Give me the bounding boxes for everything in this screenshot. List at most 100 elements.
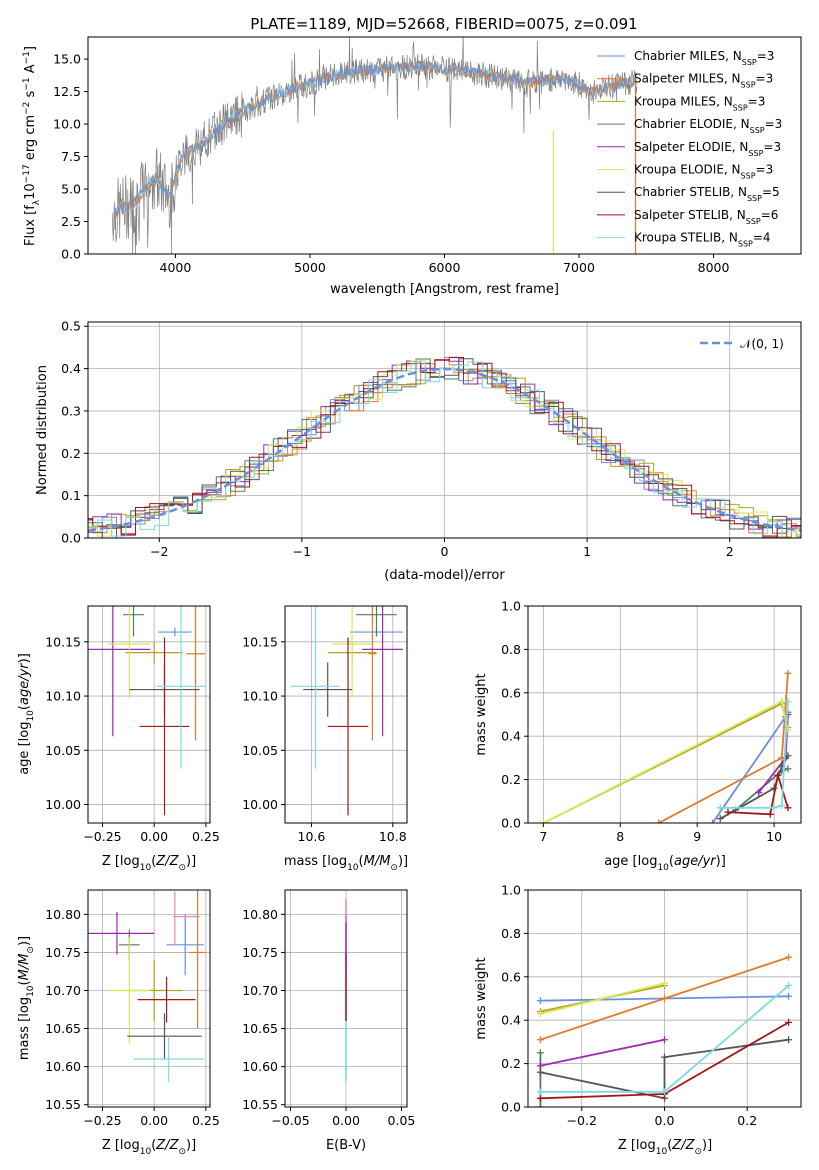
weight-z-marker (661, 1088, 668, 1096)
weight-z-marker (536, 997, 544, 1005)
weight-z-x-tick: 0.0 (655, 1113, 675, 1128)
weight-age-marker (784, 697, 792, 705)
spectrum-plot-area (111, 37, 638, 254)
weight-age-y-tick: 0.2 (501, 772, 521, 787)
plot-area (291, 606, 403, 816)
weight-z-marker (785, 992, 793, 1000)
spectrum-x-tick: 8000 (698, 260, 730, 275)
weight-age-y-tick: 0.6 (501, 685, 521, 700)
weight-age-marker (716, 815, 724, 823)
legend-label: Chabrier STELIB, NSSP=5 (634, 185, 780, 203)
weight-z-marker (785, 1036, 793, 1044)
normal-reference-curve (88, 367, 801, 532)
mass-z-y-tick: 10.55 (45, 1097, 81, 1112)
residuals-panel: −2 −1 0 1 2 0.0 0.1 0.2 0.3 0.4 0.5 𝒩(0, 1) (data-mo… (35, 319, 802, 583)
weight-z-marker (661, 979, 668, 987)
mass-z-y-label: mass [log10(M/M⊙)] (17, 936, 36, 1060)
residuals-y-tick: 0.5 (61, 319, 81, 334)
weight-z-series-line (540, 982, 665, 1015)
histogram-chabrier-stelib (88, 358, 801, 538)
residuals-y-tick: 0.0 (61, 531, 81, 546)
legend-label: Chabrier ELODIE, NSSP=3 (634, 117, 782, 135)
weight-age-x-tick: 7 (539, 829, 547, 844)
age-z-x-label: Z [log10(Z/Z⊙)] (102, 854, 196, 873)
residuals-y-tick: 0.2 (61, 446, 81, 461)
weight-age-marker (784, 765, 792, 773)
axes-frame (87, 889, 211, 1108)
age-vs-mass-panel: 10.6 10.8 10.00 10.05 10.10 10.15 mass [log10(… (242, 605, 408, 873)
weight-age-marker (724, 808, 732, 816)
axes-frame (284, 605, 408, 824)
mass-z-y-tick: 10.70 (45, 983, 81, 998)
weight-z-y-tick: 0.8 (501, 926, 521, 941)
weight-age-marker (778, 802, 786, 810)
weight-z-x-tick: −0.2 (567, 1113, 597, 1128)
weight-z-marker (536, 1036, 544, 1044)
legend-label: Kroupa MILES, NSSP=3 (634, 94, 765, 112)
axes-frame (527, 889, 802, 1108)
weight-age-marker (766, 810, 774, 818)
residuals-x-tick: 0 (441, 544, 449, 559)
weight-age-y-tick: 1.0 (501, 599, 521, 614)
age-z-x-tick: −0.25 (83, 829, 121, 844)
mass-z-x-label: Z [log10(Z/Z⊙)] (102, 1138, 196, 1157)
spectrum-y-label: Flux [fλ10−17 erg cm−2 s−1 A−1] (22, 46, 42, 246)
residuals-x-tick: −1 (293, 544, 311, 559)
age-z-y-tick: 10.15 (45, 634, 81, 649)
age-mass-x-tick: 10.6 (298, 829, 326, 844)
weight-age-marker (755, 789, 763, 797)
age-z-y-tick: 10.10 (45, 689, 81, 704)
spectrum-x-tick: 7000 (563, 260, 595, 275)
mass-ebv-x-tick: −0.05 (271, 1113, 309, 1128)
mass-ebv-x-tick: 0.05 (388, 1113, 416, 1128)
residuals-plot-area (88, 356, 801, 538)
weight-z-marker (661, 1053, 668, 1061)
weight-age-marker (709, 819, 717, 823)
model-spectrum-chabrier-miles (113, 60, 636, 219)
mass-ebv-x-label: E(B-V) (326, 1138, 366, 1153)
weight-z-marker (785, 953, 793, 961)
axes-frame (284, 889, 408, 1108)
spectrum-x-tick: 6000 (429, 260, 461, 275)
spectrum-x-tick: 4000 (160, 260, 192, 275)
figure-title: PLATE=1189, MJD=52668, FIBERID=0075, z=0… (250, 15, 637, 33)
legend-label: Chabrier MILES, NSSP=3 (634, 49, 774, 67)
mass-ebv-y-tick: 10.55 (242, 1097, 278, 1112)
spectrum-y-tick: 7.5 (61, 149, 81, 164)
age-mass-y-tick: 10.10 (242, 689, 278, 704)
legend-label: Salpeter ELODIE, NSSP=3 (634, 140, 781, 158)
residuals-x-tick: 2 (726, 544, 734, 559)
residuals-y-tick: 0.3 (61, 403, 81, 418)
mass-ebv-y-tick: 10.60 (242, 1059, 278, 1074)
mass-vs-ebv-panel: −0.05 0.00 0.05 10.55 10.60 10.65 10.70 10.75 10… (242, 889, 416, 1153)
weight-z-marker (785, 1018, 793, 1026)
age-mass-y-tick: 10.00 (242, 797, 278, 812)
weight-z-marker (661, 995, 668, 1002)
mass-z-y-tick: 10.60 (45, 1059, 81, 1074)
age-mass-y-tick: 10.05 (242, 743, 278, 758)
weight-z-y-tick: 0.2 (501, 1056, 521, 1071)
weight-z-series-line (540, 1038, 665, 1067)
weight-z-marker (536, 1049, 544, 1057)
legend-label: Salpeter MILES, NSSP=3 (634, 72, 773, 90)
age-mass-x-tick: 10.8 (379, 829, 407, 844)
mass-z-y-tick: 10.75 (45, 945, 81, 960)
mass-weight-vs-metallicity-panel: −0.2 0.0 0.2 0.0 0.2 0.4 0.6 0.8 1.0 mass weight Z… (474, 883, 802, 1157)
mass-z-y-tick: 10.65 (45, 1021, 81, 1036)
plot-area (88, 890, 206, 1082)
weight-age-marker (770, 804, 778, 812)
mass-ebv-y-tick: 10.75 (242, 945, 278, 960)
spectrum-y-tick: 15.0 (53, 52, 81, 67)
weight-age-x-tick: 9 (693, 829, 701, 844)
age-z-y-label: age [log10(age/yr)] (17, 653, 36, 775)
weight-age-marker (539, 819, 547, 823)
mass-z-y-tick: 10.80 (45, 907, 81, 922)
observed-spectrum (111, 37, 638, 254)
weight-age-marker (778, 697, 786, 705)
weight-z-marker (536, 1062, 544, 1070)
weight-age-y-tick: 0.0 (501, 816, 521, 831)
residuals-y-tick: 0.1 (61, 488, 81, 503)
plot-area (539, 669, 792, 823)
weight-age-y-tick: 0.8 (501, 642, 521, 657)
histogram-salpeter-stelib (88, 357, 801, 538)
